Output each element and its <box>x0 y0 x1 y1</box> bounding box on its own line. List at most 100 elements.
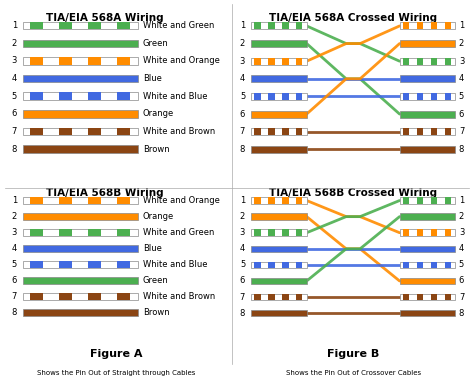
Bar <box>400 246 456 252</box>
Text: Shows the Pin Out of Straight through Cables: Shows the Pin Out of Straight through Ca… <box>37 370 195 376</box>
Bar <box>417 229 423 236</box>
Text: TIA/EIA 568A Crossed Wiring: TIA/EIA 568A Crossed Wiring <box>269 13 437 23</box>
Bar <box>403 128 410 135</box>
Text: 6: 6 <box>12 276 17 285</box>
Bar <box>445 58 451 65</box>
Text: Green: Green <box>143 276 169 285</box>
Text: 4: 4 <box>459 244 464 253</box>
Bar <box>268 262 274 268</box>
Bar <box>445 93 451 100</box>
Text: 7: 7 <box>459 127 464 136</box>
Text: 7: 7 <box>240 127 245 136</box>
Bar <box>117 229 130 236</box>
Bar <box>296 262 302 268</box>
Bar <box>296 23 302 29</box>
Bar <box>23 57 138 65</box>
Bar <box>251 278 307 284</box>
Bar <box>30 197 43 204</box>
Bar <box>296 93 302 100</box>
Text: 7: 7 <box>12 292 17 301</box>
Bar <box>23 261 138 268</box>
Bar <box>417 262 423 268</box>
Text: Blue: Blue <box>143 244 162 253</box>
Bar <box>117 197 130 204</box>
Bar <box>88 57 101 65</box>
Bar <box>88 229 101 236</box>
Bar <box>255 197 261 204</box>
Bar <box>59 261 72 268</box>
Text: 5: 5 <box>12 92 17 101</box>
Bar <box>30 261 43 268</box>
Bar <box>296 128 302 135</box>
Bar <box>251 93 307 100</box>
Bar <box>431 23 437 29</box>
Bar <box>59 229 72 236</box>
Bar <box>403 229 410 236</box>
Bar <box>30 128 43 135</box>
Text: White and Green: White and Green <box>143 21 214 30</box>
Bar <box>251 213 307 220</box>
Text: 5: 5 <box>459 92 464 101</box>
Text: 8: 8 <box>240 309 245 318</box>
Text: 7: 7 <box>459 293 464 301</box>
Bar <box>417 197 423 204</box>
Bar <box>88 128 101 135</box>
Bar <box>23 75 138 82</box>
Bar <box>283 58 289 65</box>
Text: 3: 3 <box>459 228 464 237</box>
Bar <box>255 262 261 268</box>
Bar <box>255 93 261 100</box>
Bar <box>400 278 456 284</box>
Bar <box>30 293 43 300</box>
Text: 3: 3 <box>12 56 17 65</box>
Bar <box>59 197 72 204</box>
Text: 6: 6 <box>459 277 464 285</box>
Bar <box>251 111 307 118</box>
Bar <box>268 23 274 29</box>
Bar <box>23 309 138 316</box>
Bar <box>23 145 138 153</box>
Bar <box>400 294 456 300</box>
Bar <box>400 40 456 47</box>
Bar <box>283 197 289 204</box>
Bar <box>417 23 423 29</box>
Text: 4: 4 <box>240 74 245 83</box>
Text: TIA/EIA 568B Wiring: TIA/EIA 568B Wiring <box>46 188 164 198</box>
Bar <box>255 23 261 29</box>
Text: Figure A: Figure A <box>90 349 142 359</box>
Bar <box>296 229 302 236</box>
Text: White and Blue: White and Blue <box>143 92 207 101</box>
Bar <box>400 262 456 268</box>
Text: 6: 6 <box>12 109 17 118</box>
Text: 8: 8 <box>459 145 464 154</box>
Bar <box>400 146 456 153</box>
Text: 8: 8 <box>12 308 17 318</box>
Bar <box>23 110 138 118</box>
Bar <box>117 293 130 300</box>
Text: 4: 4 <box>12 74 17 83</box>
Bar <box>283 229 289 236</box>
Text: 3: 3 <box>240 57 245 66</box>
Bar <box>400 310 456 316</box>
Text: 1: 1 <box>240 21 245 31</box>
Bar <box>268 229 274 236</box>
Bar <box>23 213 138 220</box>
Bar <box>117 261 130 268</box>
Bar <box>445 229 451 236</box>
Bar <box>59 128 72 135</box>
Text: Green: Green <box>143 39 169 48</box>
Bar <box>417 128 423 135</box>
Bar <box>400 111 456 118</box>
Bar <box>283 93 289 100</box>
Text: Orange: Orange <box>143 212 174 221</box>
Bar <box>431 262 437 268</box>
Text: 8: 8 <box>12 144 17 154</box>
Bar <box>296 294 302 300</box>
Bar <box>403 23 410 29</box>
Bar <box>296 58 302 65</box>
Bar <box>400 75 456 82</box>
Text: 5: 5 <box>459 260 464 269</box>
Text: 5: 5 <box>240 92 245 101</box>
Text: White and Orange: White and Orange <box>143 56 220 65</box>
Bar <box>283 262 289 268</box>
